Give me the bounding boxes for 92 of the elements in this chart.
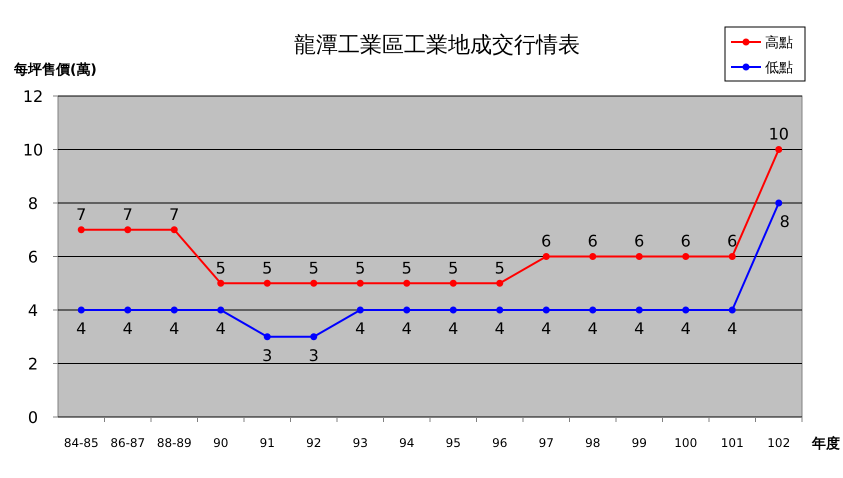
point [217, 280, 224, 287]
x-tick-label: 84-85 [64, 436, 99, 450]
data-label: 4 [448, 319, 458, 338]
data-label: 3 [262, 346, 272, 365]
data-label: 4 [680, 319, 691, 338]
point [775, 200, 782, 206]
point [170, 226, 178, 234]
point [310, 333, 318, 340]
point [450, 306, 457, 314]
data-label: 4 [541, 319, 552, 338]
legend-label: 低點 [765, 60, 793, 76]
point [542, 253, 550, 260]
point [264, 280, 271, 287]
x-tick-label: 93 [352, 436, 368, 450]
data-label: 6 [727, 232, 738, 250]
data-label: 5 [262, 258, 272, 278]
point [450, 280, 457, 287]
data-label: 4 [169, 319, 180, 338]
x-tick-label: 90 [213, 436, 228, 450]
data-label: 5 [308, 258, 319, 278]
y-tick-label: 8 [28, 194, 38, 213]
point [124, 306, 132, 314]
data-label: 4 [355, 319, 366, 338]
x-tick-label: 98 [585, 436, 600, 450]
point [542, 306, 550, 314]
x-tick-label: 94 [399, 436, 414, 450]
x-tick-label: 97 [538, 436, 554, 450]
legend-label: 高點 [765, 35, 793, 51]
y-axis-title: 每坪售價(萬) [13, 62, 97, 78]
data-label: 5 [355, 258, 366, 278]
data-label: 3 [308, 346, 319, 365]
data-label: 4 [588, 319, 598, 338]
point [728, 253, 736, 260]
data-label: 4 [727, 319, 738, 338]
y-tick-label: 12 [22, 87, 44, 106]
data-label: 4 [216, 319, 226, 338]
y-tick-label: 6 [28, 248, 38, 266]
data-label: 5 [448, 258, 458, 278]
point [356, 306, 364, 314]
data-label: 10 [768, 124, 789, 144]
point [682, 306, 690, 314]
y-tick-label: 0 [28, 408, 38, 427]
point [78, 226, 85, 234]
data-label: 8 [780, 212, 790, 231]
x-tick-label: 95 [446, 436, 461, 450]
point [682, 253, 690, 260]
x-tick-label: 100 [674, 436, 698, 450]
data-label: 4 [122, 319, 133, 338]
x-tick-label: 88-89 [156, 436, 192, 450]
data-label: 7 [169, 204, 180, 224]
data-label: 7 [122, 204, 133, 224]
x-tick-label: 86-87 [110, 436, 146, 450]
data-label: 5 [494, 258, 505, 278]
data-label: 4 [494, 319, 505, 338]
data-label: 4 [634, 319, 644, 338]
x-tick-label: 96 [492, 436, 508, 450]
data-label: 6 [634, 232, 644, 250]
data-label: 6 [588, 232, 598, 250]
point [589, 253, 596, 260]
point [496, 306, 504, 314]
data-label: 4 [76, 319, 86, 338]
point [310, 280, 318, 287]
point [403, 306, 410, 314]
point [496, 280, 504, 287]
data-label: 4 [402, 319, 412, 338]
x-tick-label: 101 [720, 436, 744, 450]
x-tick-label: 99 [632, 436, 647, 450]
x-tick-label: 102 [767, 436, 790, 450]
y-tick-label: 4 [28, 301, 38, 320]
data-label: 5 [216, 258, 226, 278]
x-axis-title: 年度 [811, 435, 840, 452]
data-label: 5 [402, 258, 412, 278]
point [78, 306, 85, 314]
point [775, 146, 782, 153]
point [356, 280, 364, 287]
data-label: 6 [541, 232, 552, 250]
data-label: 6 [680, 232, 691, 250]
point [264, 333, 271, 340]
data-label: 7 [76, 204, 86, 224]
point [589, 306, 596, 314]
y-tick-label: 10 [22, 140, 44, 160]
x-tick-label: 92 [306, 436, 322, 450]
x-tick-label: 91 [260, 436, 275, 450]
point [636, 253, 643, 260]
point [403, 280, 410, 287]
chart-title: 龍潭工業區工業地成交行情表 [294, 33, 580, 58]
point [636, 306, 643, 314]
point [728, 306, 736, 314]
y-tick-label: 2 [28, 354, 38, 374]
point [124, 226, 132, 234]
point [217, 306, 224, 314]
point [170, 306, 178, 314]
